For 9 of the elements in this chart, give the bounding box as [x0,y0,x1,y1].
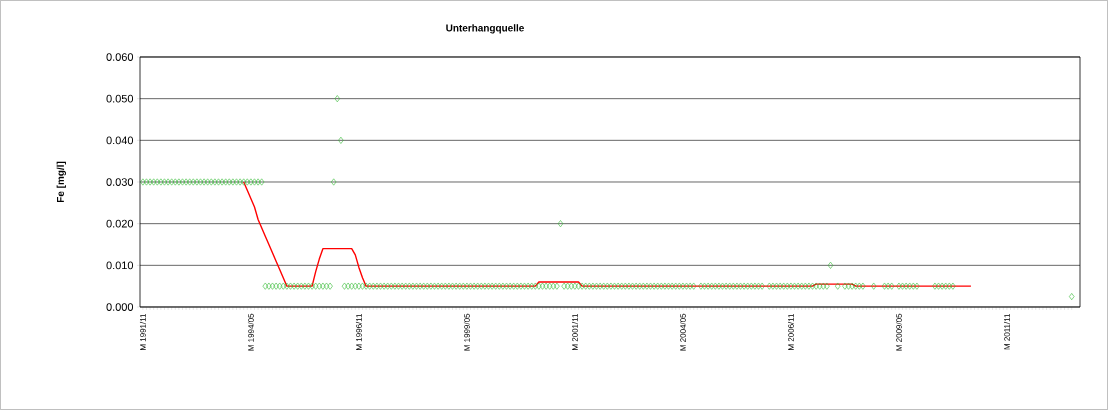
chart-title: Unterhangquelle [446,24,524,34]
y-tick-label: 0.040 [106,136,134,145]
y-axis-title: Fe [mg/l] [56,161,66,203]
y-tick-label: 0.030 [106,178,134,186]
y-tick-label: 0.060 [106,53,134,61]
y-tick-label: 0.050 [106,94,134,103]
y-tick-label: 0.020 [106,219,134,228]
y-tick-label: 0.010 [106,261,134,270]
y-tick-label: 0.000 [106,303,134,311]
